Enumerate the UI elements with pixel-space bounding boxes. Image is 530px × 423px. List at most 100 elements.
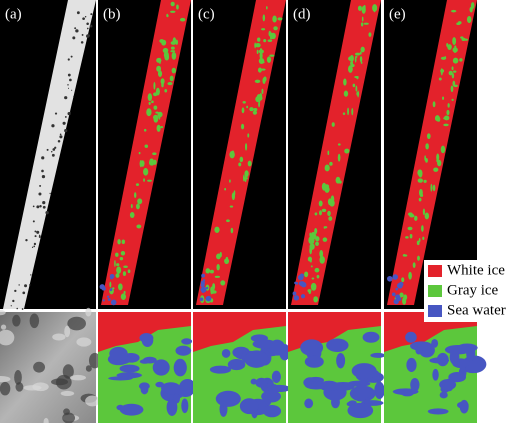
- gray-ice-patch: [471, 2, 475, 9]
- gray-ice-patch: [453, 85, 457, 87]
- zoom-texture: [1, 324, 6, 329]
- gray-ice-patch: [139, 152, 141, 154]
- gray-ice-patch: [443, 124, 448, 127]
- gray-ice-patch: [153, 92, 157, 96]
- ice-texture: [38, 192, 41, 195]
- gray-ice-patch: [430, 184, 432, 192]
- gray-ice-patch: [313, 234, 316, 239]
- gray-ice-patch: [226, 257, 228, 261]
- zoom-texture: [61, 391, 75, 396]
- sea-water-patch: [392, 292, 396, 296]
- zoom-sea-water: [261, 390, 281, 402]
- gray-ice-patch: [451, 10, 456, 13]
- ice-texture: [29, 284, 31, 286]
- zoom-sea-water: [326, 339, 348, 353]
- gray-ice-patch: [205, 268, 210, 273]
- gray-ice-patch: [308, 257, 312, 262]
- zoom-sea-water: [109, 347, 127, 360]
- gray-ice-patch: [356, 76, 358, 79]
- gray-ice-patch: [452, 66, 454, 70]
- gray-ice-patch: [170, 76, 174, 82]
- gray-ice-patch: [229, 179, 231, 182]
- gray-ice-patch: [121, 293, 126, 300]
- ice-texture: [64, 129, 67, 132]
- gray-ice-patch: [439, 77, 442, 80]
- ice-texture: [22, 291, 25, 294]
- gray-ice-patch: [444, 116, 450, 121]
- gray-ice-patch: [360, 56, 363, 62]
- zoom-sea-water: [336, 353, 345, 368]
- zoom-sea-water: [440, 392, 448, 399]
- zoom-sea-water: [240, 398, 259, 414]
- legend-swatch: [428, 285, 442, 297]
- gray-ice-patch: [136, 204, 140, 210]
- zoom-sea-water: [347, 381, 370, 387]
- ice-texture: [45, 211, 48, 214]
- gray-ice-patch: [261, 28, 265, 30]
- gray-ice-patch: [327, 211, 331, 216]
- zoom-sea-water: [405, 332, 417, 343]
- sea-water-patch: [395, 288, 398, 291]
- ice-texture: [71, 90, 72, 91]
- zoom-sea-water: [457, 402, 469, 409]
- sea-water-patch: [294, 282, 297, 285]
- ice-texture: [47, 149, 49, 151]
- sea-water-patch: [300, 281, 305, 286]
- ice-texture: [85, 16, 86, 17]
- gray-ice-patch: [260, 61, 265, 64]
- gray-ice-patch: [433, 185, 436, 191]
- gray-ice-patch: [230, 205, 233, 207]
- gray-ice-patch: [368, 32, 371, 36]
- gray-ice-patch: [423, 180, 426, 183]
- zoom-texture: [14, 370, 22, 385]
- gray-ice-patch: [122, 239, 125, 244]
- zoom-sea-water: [216, 391, 241, 407]
- gray-ice-patch: [319, 200, 323, 206]
- zoom-sea-water: [363, 332, 380, 343]
- gray-ice-patch: [161, 40, 166, 46]
- zoom-sea-water: [181, 399, 188, 414]
- gray-ice-patch: [413, 262, 416, 268]
- gray-ice-patch: [339, 181, 342, 184]
- gray-ice-patch: [441, 146, 445, 154]
- ice-texture: [68, 112, 71, 115]
- zoom-texture: [51, 378, 68, 385]
- gray-ice-patch: [315, 268, 320, 273]
- ice-texture: [33, 205, 35, 207]
- zoom-texture: [12, 315, 20, 327]
- panel: (b): [98, 0, 196, 423]
- zoom-sea-water: [415, 347, 422, 354]
- zoom-sea-water: [263, 405, 281, 417]
- zoom-sea-water: [300, 339, 323, 356]
- ice-texture: [52, 154, 55, 157]
- zoom-sea-water: [174, 359, 187, 377]
- ice-texture: [50, 193, 51, 194]
- gray-ice-patch: [242, 101, 245, 104]
- legend-label: White ice: [447, 262, 505, 278]
- ice-texture: [39, 235, 41, 237]
- zoom-sea-water: [161, 382, 181, 394]
- legend: White iceGray iceSea water: [428, 262, 506, 318]
- gray-ice-patch: [425, 143, 429, 149]
- gray-ice-patch: [172, 68, 176, 74]
- zoom-texture: [23, 385, 41, 390]
- gray-ice-patch: [160, 126, 163, 128]
- sea-water-patch: [203, 279, 205, 281]
- sea-water-patch: [387, 276, 393, 282]
- gray-ice-patch: [210, 270, 214, 274]
- gray-ice-patch: [155, 112, 158, 114]
- gray-ice-patch: [467, 16, 472, 23]
- ice-texture: [74, 27, 76, 29]
- ice-texture: [72, 36, 75, 39]
- zoom-sea-water: [432, 369, 438, 381]
- gray-ice-patch: [405, 236, 409, 239]
- gray-ice-patch: [258, 67, 262, 72]
- zoom-sea-water: [116, 405, 124, 411]
- gray-ice-patch: [255, 43, 261, 47]
- gray-ice-patch: [164, 54, 169, 61]
- gray-ice-patch: [358, 6, 362, 11]
- ice-texture: [63, 122, 66, 125]
- panel-label: (a): [5, 6, 22, 22]
- gray-ice-patch: [146, 108, 151, 116]
- gray-ice-patch: [421, 225, 424, 232]
